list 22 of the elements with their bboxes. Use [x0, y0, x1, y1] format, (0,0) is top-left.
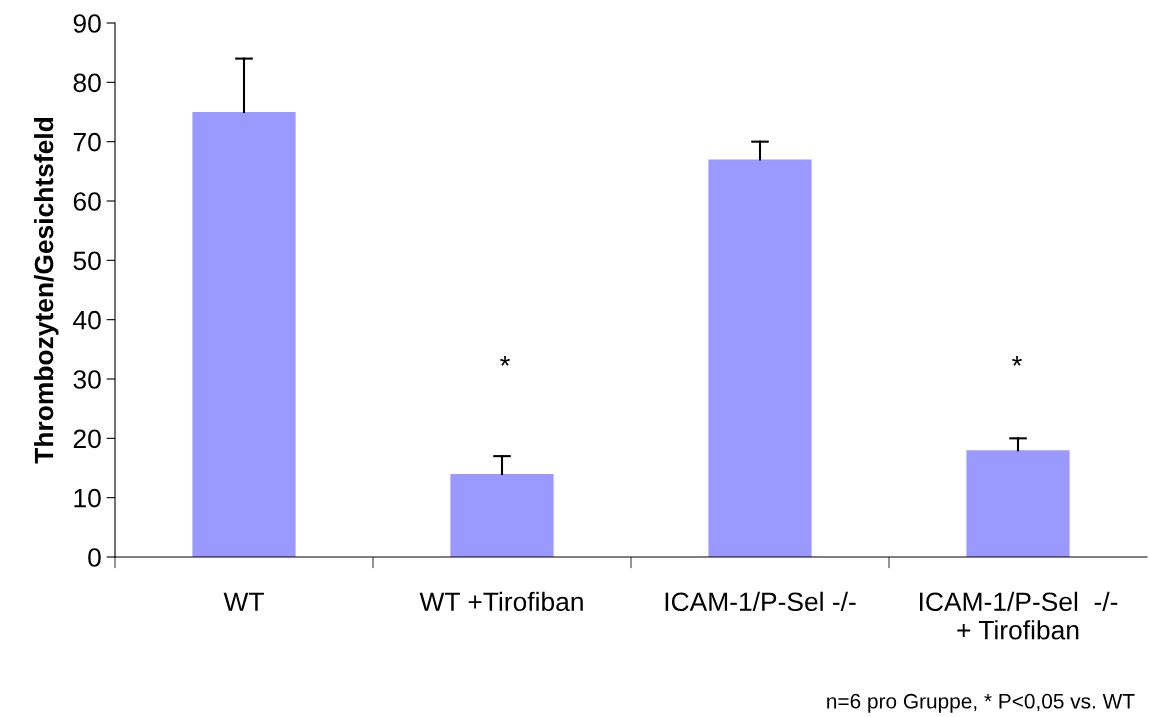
y-tick-label: 0 — [88, 548, 101, 567]
bar — [966, 450, 1070, 557]
y-tick-label: 10 — [74, 488, 101, 508]
x-tick-label: ICAM-1/P-Sel -/- — [665, 591, 856, 612]
y-tick-label: 70 — [73, 132, 101, 152]
y-tick-label: 20 — [73, 429, 101, 449]
y-axis-title: Thrombozyten/Gesichtsfeld — [33, 117, 59, 464]
y-tick-label: 30 — [73, 370, 101, 389]
y-tick-label: 80 — [73, 73, 101, 93]
y-tick-label: 40 — [73, 310, 101, 330]
x-tick-label: ICAM-1/P-Sel -/- + Tirofiban — [920, 591, 1118, 640]
bar — [708, 159, 812, 557]
y-tick-label: 50 — [73, 251, 101, 271]
y-tick-label: 60 — [73, 192, 101, 211]
bar — [192, 112, 296, 557]
text: n=6 pro Gruppe, * P<0,05 vs. WT — [827, 693, 1135, 713]
bar — [450, 473, 554, 557]
x-tick-label: WT — [223, 592, 264, 611]
x-tick-label: WT +Tirofiban — [419, 591, 583, 612]
y-tick-label: 90 — [73, 14, 101, 33]
annotation: * — [1012, 356, 1022, 366]
annotation: * — [500, 356, 510, 366]
